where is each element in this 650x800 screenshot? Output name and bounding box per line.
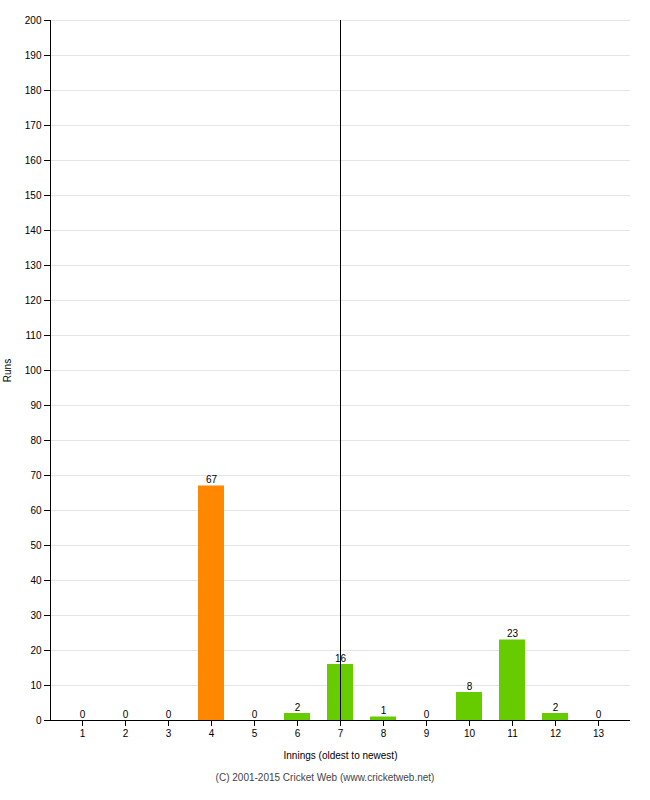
svg-text:9: 9 (424, 728, 430, 739)
svg-text:60: 60 (30, 505, 42, 516)
svg-text:67: 67 (206, 474, 218, 485)
svg-text:7: 7 (338, 728, 344, 739)
svg-text:200: 200 (25, 15, 42, 26)
svg-text:0: 0 (123, 709, 129, 720)
svg-text:12: 12 (550, 728, 562, 739)
svg-text:50: 50 (30, 540, 42, 551)
svg-text:1: 1 (80, 728, 86, 739)
svg-text:Runs: Runs (2, 359, 13, 382)
svg-text:110: 110 (26, 330, 42, 341)
svg-text:Innings (oldest to newest): Innings (oldest to newest) (284, 750, 398, 761)
svg-text:120: 120 (25, 295, 42, 306)
svg-text:140: 140 (25, 225, 42, 236)
svg-text:0: 0 (166, 709, 172, 720)
svg-text:23: 23 (507, 628, 519, 639)
svg-text:13: 13 (593, 728, 605, 739)
svg-text:0: 0 (252, 709, 258, 720)
svg-text:8: 8 (467, 681, 473, 692)
svg-text:0: 0 (424, 709, 430, 720)
svg-text:5: 5 (252, 728, 258, 739)
svg-text:90: 90 (30, 400, 42, 411)
svg-text:2: 2 (553, 702, 559, 713)
svg-text:1: 1 (381, 705, 387, 716)
html-text:(C) 2001-2015 Cricket Web (www: (C) 2001-2015 Cricket Web (www.cricketwe… (215, 772, 435, 783)
svg-text:170: 170 (25, 120, 42, 131)
svg-text:3: 3 (166, 728, 172, 739)
svg-text:0: 0 (596, 709, 602, 720)
svg-text:0: 0 (36, 715, 42, 726)
svg-text:10: 10 (464, 728, 476, 739)
svg-text:40: 40 (30, 575, 42, 586)
svg-text:8: 8 (381, 728, 387, 739)
svg-text:190: 190 (25, 50, 42, 61)
svg-text:10: 10 (30, 680, 42, 691)
svg-text:2: 2 (123, 728, 129, 739)
svg-text:20: 20 (30, 645, 42, 656)
svg-text:80: 80 (30, 435, 42, 446)
svg-text:4: 4 (209, 728, 215, 739)
svg-text:0: 0 (80, 709, 86, 720)
svg-text:180: 180 (25, 85, 42, 96)
svg-text:70: 70 (30, 470, 42, 481)
svg-text:130: 130 (25, 260, 42, 271)
svg-text:11: 11 (507, 728, 518, 739)
svg-text:16: 16 (334, 652, 347, 664)
svg-text:2: 2 (295, 702, 301, 713)
svg-text:6: 6 (295, 728, 301, 739)
svg-text:160: 160 (25, 155, 42, 166)
svg-text:100: 100 (25, 365, 42, 376)
svg-text:150: 150 (25, 190, 42, 201)
svg-text:30: 30 (30, 610, 42, 621)
